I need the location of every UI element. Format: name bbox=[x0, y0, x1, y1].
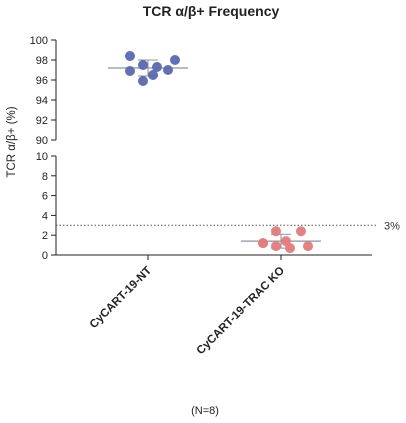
data-point bbox=[163, 65, 173, 75]
y-axis-label: TCR α/β+ (%) bbox=[6, 106, 18, 177]
data-point bbox=[281, 236, 291, 247]
x-tick-label: CyCART-19-TRAC KO bbox=[195, 265, 288, 358]
reference-line-label: 3% bbox=[384, 220, 400, 232]
y-tick-label: 4 bbox=[42, 210, 48, 222]
data-point bbox=[138, 76, 148, 86]
data-point bbox=[271, 226, 281, 237]
sample-size-note: (N=8) bbox=[191, 405, 219, 417]
x-tick-labels: CyCART-19-NT CyCART-19-TRAC KO bbox=[88, 265, 287, 358]
series-0 bbox=[108, 51, 188, 86]
series-1 bbox=[241, 226, 321, 254]
chart-title: TCR α/β+ Frequency bbox=[143, 3, 280, 19]
data-point bbox=[138, 60, 148, 70]
reference-line-group: 3% bbox=[56, 220, 400, 232]
y-tick-label: 92 bbox=[36, 115, 48, 127]
y-tick-label: 94 bbox=[36, 95, 48, 107]
data-point bbox=[125, 51, 135, 61]
y-tick-label: 100 bbox=[30, 35, 48, 47]
y-tick-label: 8 bbox=[42, 171, 48, 183]
data-point bbox=[152, 62, 162, 72]
y-tick-label: 96 bbox=[36, 75, 48, 87]
series-group bbox=[108, 51, 321, 254]
y-tick-label: 90 bbox=[36, 135, 48, 147]
data-point bbox=[125, 66, 135, 76]
data-point bbox=[296, 226, 306, 237]
x-tick-label: CyCART-19-NT bbox=[88, 265, 154, 331]
data-point bbox=[303, 241, 313, 252]
data-point bbox=[170, 55, 180, 65]
data-point bbox=[271, 241, 281, 252]
y-tick-label: 0 bbox=[42, 250, 48, 262]
y-axis: 90 92 94 96 98 100 0 2 4 6 8 10 bbox=[30, 35, 57, 262]
y-tick-label: 10 bbox=[36, 151, 48, 163]
x-axis bbox=[56, 254, 372, 260]
y-tick-label: 2 bbox=[42, 230, 48, 242]
data-point bbox=[148, 70, 158, 80]
data-point bbox=[258, 238, 268, 249]
y-tick-label: 98 bbox=[36, 55, 48, 67]
y-tick-label: 6 bbox=[42, 191, 48, 203]
